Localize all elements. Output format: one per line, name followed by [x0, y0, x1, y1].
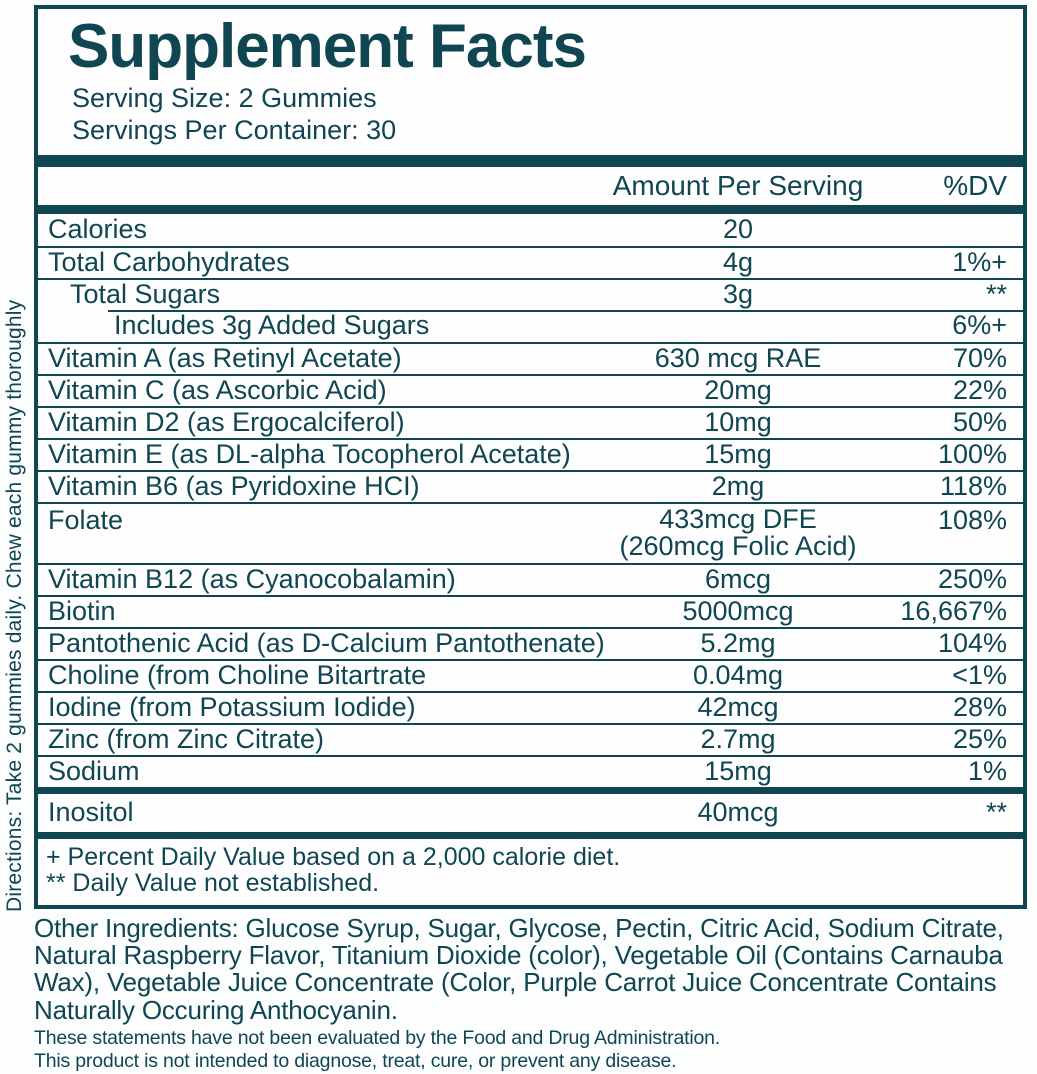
- amount-value: 5000mcg: [682, 596, 794, 627]
- table-row: Inositol 40mcg **: [38, 794, 1023, 832]
- amount-value: 6mcg: [704, 564, 772, 595]
- table-row: Iodine (from Potassium Iodide) 42mcg 28%: [38, 690, 1023, 723]
- table-row: Vitamin B12 (as Cyanocobalamin) 6mcg 250%: [38, 562, 1023, 595]
- amount-value: 5.2mg: [700, 628, 776, 659]
- table-row: Folate 433mcg DFE (260mcg Folic Acid) 108%: [38, 501, 1023, 563]
- amount-value: 20mg: [704, 375, 772, 406]
- table-row: Pantothenic Acid (as D-Calcium Pantothen…: [38, 626, 1023, 659]
- table-row: Choline (from Choline Bitartrate 0.04mg <1…: [38, 658, 1023, 691]
- nutrient-label: Zinc (from Zinc Citrate): [48, 724, 325, 755]
- divider-above-inositol: [38, 786, 1023, 794]
- footnotes: + Percent Daily Value based on a 2,000 c…: [38, 839, 1023, 905]
- dv-value: 28%: [952, 692, 1007, 723]
- nutrient-label: Vitamin A (as Retinyl Acetate): [48, 343, 402, 374]
- nutrient-label: Total Carbohydrates: [48, 247, 290, 278]
- nutrient-label: Vitamin E (as DL-alpha Tocopherol Acetat…: [48, 439, 571, 470]
- nutrient-label: Sodium: [48, 756, 140, 787]
- table-row: Total Carbohydrates 4g 1%+: [38, 245, 1023, 278]
- dv-value: **: [985, 797, 1007, 828]
- amount-value: 15mg: [704, 439, 772, 470]
- table-row: Includes 3g Added Sugars 6%+: [38, 309, 1023, 342]
- disclaimer-line-2: This product is not intended to diagnose…: [34, 1050, 677, 1073]
- amount-value: 3g: [722, 279, 754, 310]
- other-ingredients-text: Other Ingredients: Glucose Syrup, Sugar,…: [34, 912, 1004, 1025]
- table-row: Vitamin C (as Ascorbic Acid) 20mg 22%: [38, 373, 1023, 406]
- table-row: Vitamin A (as Retinyl Acetate) 630 mcg RA…: [38, 341, 1023, 374]
- amount-per-serving-header: Amount Per Serving: [612, 169, 864, 201]
- dv-value: 6%+: [952, 310, 1007, 341]
- dv-value: 250%: [937, 564, 1007, 595]
- nutrient-label: Vitamin C (as Ascorbic Acid): [48, 375, 387, 406]
- nutrient-rows: Calories 20 Total Carbohydrates 4g 1%+ Total …: [38, 214, 1023, 832]
- nutrient-label: Includes 3g Added Sugars: [114, 310, 430, 341]
- dv-value: 1%: [967, 756, 1007, 787]
- dv-value: <1%: [952, 660, 1007, 691]
- dv-value: 25%: [952, 724, 1007, 755]
- servings-per-container: Servings Per Container: 30: [72, 115, 397, 146]
- nutrient-label: Vitamin D2 (as Ergocalciferol): [48, 407, 405, 438]
- divider-above-footnotes: [38, 831, 1023, 839]
- footnote-dv-not-established: ** Daily Value not established.: [46, 868, 380, 897]
- footnote-dv-basis: + Percent Daily Value based on a 2,000 c…: [46, 842, 621, 871]
- table-row: Vitamin E (as DL-alpha Tocopherol Acetat…: [38, 437, 1023, 470]
- nutrient-label: Inositol: [48, 797, 134, 828]
- table-row: Biotin 5000mcg 16,667%: [38, 594, 1023, 627]
- dv-value: 50%: [952, 407, 1007, 438]
- table-row: Vitamin D2 (as Ergocalciferol) 10mg 50%: [38, 405, 1023, 438]
- amount-value: 42mcg: [697, 692, 779, 723]
- table-row: Vitamin B6 (as Pyridoxine HCI) 2mg 118%: [38, 469, 1023, 502]
- dv-value: 118%: [939, 471, 1007, 502]
- table-row: Calories 20: [38, 214, 1023, 246]
- amount-value: 40mcg: [697, 797, 779, 828]
- dv-value: 108%: [937, 504, 1007, 535]
- dv-value: 104%: [937, 628, 1007, 659]
- dv-value: 100%: [937, 439, 1007, 470]
- amount-value: 0.04mg: [692, 660, 784, 691]
- nutrient-label: Calories: [48, 214, 148, 245]
- amount-value: 2.7mg: [700, 724, 776, 755]
- nutrient-label: Biotin: [48, 596, 116, 627]
- dv-value: 22%: [952, 375, 1007, 406]
- fda-disclaimer: These statements have not been evaluated…: [34, 1027, 1037, 1074]
- nutrient-label: Iodine (from Potassium Iodide): [48, 692, 416, 723]
- amount-value: 20: [722, 214, 754, 245]
- dv-value: 70%: [952, 343, 1007, 374]
- divider-thick-top: [38, 154, 1023, 167]
- dv-value: 1%+: [952, 247, 1007, 278]
- supplement-facts-panel: Supplement Facts Serving Size: 2 Gummies…: [34, 5, 1027, 909]
- amount-value: 15mg: [704, 756, 772, 787]
- table-header-row: Amount Per Serving %DV: [38, 167, 1023, 205]
- amount-value: 4g: [722, 247, 754, 278]
- nutrient-label: Folate: [48, 504, 124, 535]
- amount-value: 433mcg DFE (260mcg Folic Acid): [619, 503, 857, 561]
- amount-value: 630 mcg RAE: [654, 343, 822, 374]
- disclaimer-line-1: These statements have not been evaluated…: [34, 1026, 720, 1049]
- amount-value: 10mg: [704, 407, 772, 438]
- nutrient-label: Pantothenic Acid (as D-Calcium Pantothen…: [48, 628, 605, 659]
- nutrient-label: Total Sugars: [70, 279, 221, 310]
- directions-vertical-text: Directions: Take 2 gummies daily. Chew e…: [3, 299, 26, 912]
- dv-header: %DV: [943, 169, 1007, 201]
- table-row: Total Sugars 3g **: [38, 277, 1023, 310]
- divider-under-header: [38, 204, 1023, 214]
- amount-value: 2mg: [711, 471, 765, 502]
- nutrient-label: Choline (from Choline Bitartrate: [48, 660, 427, 691]
- table-row: Zinc (from Zinc Citrate) 2.7mg 25%: [38, 722, 1023, 755]
- dv-value: 16,667%: [900, 596, 1007, 627]
- panel-title: Supplement Facts: [68, 12, 587, 81]
- table-row: Sodium 15mg 1%: [38, 754, 1023, 787]
- serving-size: Serving Size: 2 Gummies: [72, 83, 377, 113]
- dv-value: **: [985, 279, 1007, 310]
- nutrient-label: Vitamin B6 (as Pyridoxine HCI): [48, 471, 420, 502]
- nutrient-label: Vitamin B12 (as Cyanocobalamin): [48, 564, 456, 595]
